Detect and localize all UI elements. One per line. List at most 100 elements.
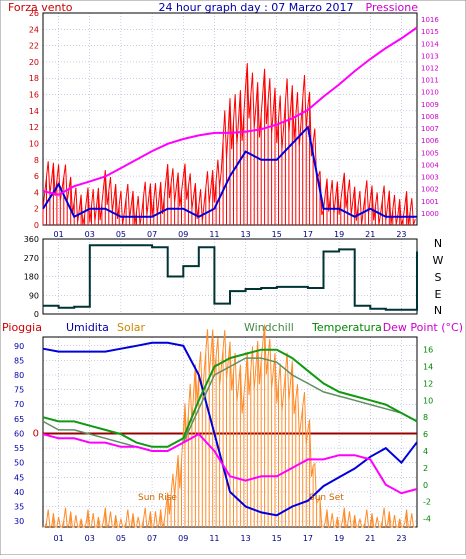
temp-panel-x-ticks: 01 03 05 07 09 11 13 15 17 19 21 23 — [53, 534, 406, 543]
pressure-series — [42, 26, 418, 196]
windchill-legend-label: Windchill — [244, 321, 294, 334]
pressure-axis-ticks: 1000 1001 1002 1003 1004 1005 1006 1007 1008 1009… — [421, 16, 439, 218]
humidity-tick-label: 70 — [14, 400, 24, 409]
pressure-tick-label: 1011 — [421, 77, 439, 85]
direction-tick-label: 0 — [34, 310, 39, 319]
temp-x-tick-label: 13 — [240, 534, 250, 543]
wind-tick-label: 16 — [29, 91, 39, 100]
temperature-series — [42, 348, 418, 448]
humidity-tick-label: 85 — [14, 356, 24, 365]
humidity-legend-label: Umidita — [66, 321, 109, 334]
wind-direction-series — [43, 244, 418, 311]
humidity-tick-label: 45 — [14, 473, 24, 482]
temperature-tick-label: 10 — [423, 396, 433, 405]
wind-tick-label: 6 — [34, 172, 39, 181]
compass-south: S — [435, 271, 442, 284]
temperature-tick-label: 6 — [423, 430, 428, 439]
wind-x-tick-label: 09 — [178, 230, 188, 239]
direction-tick-label: 360 — [24, 235, 39, 244]
wind-average-series — [42, 125, 417, 219]
humidity-tick-label: 55 — [14, 444, 24, 453]
wind-x-tick-label: 01 — [53, 230, 63, 239]
wind-x-tick-label: 13 — [240, 230, 250, 239]
wind-tick-label: 24 — [29, 25, 39, 34]
pressure-tick-label: 1015 — [421, 28, 439, 36]
temperature-tick-label: 2 — [423, 464, 428, 473]
pressure-tick-label: 1010 — [421, 89, 439, 97]
sunrise-annotation: Sun Rise — [138, 493, 177, 503]
dewpoint-series — [42, 432, 418, 495]
pressure-tick-label: 1014 — [421, 40, 439, 48]
temperature-axis-ticks: -4 -2 0 2 4 6 8 10 12 14 16 — [423, 346, 433, 524]
temp-x-tick-label: 17 — [303, 534, 313, 543]
wind-tick-label: 4 — [34, 188, 39, 197]
chart-title: 24 hour graph day : 07 Marzo 2017 — [158, 1, 353, 14]
temp-x-tick-label: 23 — [396, 534, 406, 543]
pressure-tick-label: 1001 — [421, 198, 439, 206]
pressure-tick-label: 1012 — [421, 65, 439, 73]
solar-legend-label: Solar — [117, 321, 146, 334]
wind-tick-label: 18 — [29, 74, 39, 83]
temperature-tick-label: 4 — [423, 447, 428, 456]
pressure-axis-title: Pressione — [366, 1, 419, 14]
compass-labels: N W S E N — [433, 237, 444, 317]
wind-direction-panel: 0 90 180 270 360 N W S E N — [24, 235, 444, 319]
temp-x-tick-label: 01 — [53, 534, 63, 543]
wind-tick-label: 12 — [29, 123, 39, 132]
temperature-tick-label: 0 — [423, 481, 428, 490]
pressure-tick-label: 1007 — [421, 125, 439, 133]
wind-tick-label: 2 — [34, 205, 39, 214]
wind-panel-x-ticks: 01 03 05 07 09 11 13 15 17 19 21 23 — [53, 230, 406, 239]
pressure-tick-label: 1000 — [421, 210, 439, 218]
temperature-tick-label: -4 — [423, 515, 431, 524]
wind-x-tick-label: 05 — [116, 230, 126, 239]
wind-gust-series — [42, 63, 416, 226]
wind-tick-label: 22 — [29, 42, 39, 51]
wind-axis-title: Forza vento — [8, 1, 73, 14]
humidity-series — [42, 341, 418, 517]
temp-x-tick-label: 03 — [85, 534, 95, 543]
wind-tick-label: 20 — [29, 58, 39, 67]
temp-x-tick-label: 11 — [209, 534, 219, 543]
dewpoint-legend-label: Dew Point (°C) — [383, 321, 463, 334]
wind-tick-label: 0 — [34, 221, 39, 230]
wind-x-tick-label: 23 — [396, 230, 406, 239]
temperature-tick-label: -2 — [423, 498, 431, 507]
pressure-tick-label: 1005 — [421, 149, 439, 157]
solar-series — [43, 324, 416, 529]
pressure-tick-label: 1016 — [421, 16, 439, 24]
temp-x-tick-label: 09 — [178, 534, 188, 543]
compass-east: E — [435, 288, 442, 301]
temperature-tick-label: 8 — [423, 413, 428, 422]
temperature-tick-label: 16 — [423, 346, 433, 355]
pressure-tick-label: 1008 — [421, 113, 439, 121]
wind-x-tick-label: 11 — [209, 230, 219, 239]
humidity-tick-label: 30 — [14, 517, 24, 526]
pressure-tick-label: 1013 — [421, 52, 439, 60]
compass-north-top: N — [434, 237, 442, 250]
wind-x-tick-label: 03 — [85, 230, 95, 239]
temp-x-tick-label: 05 — [116, 534, 126, 543]
humidity-tick-label: 40 — [14, 488, 24, 497]
pressure-tick-label: 1006 — [421, 137, 439, 145]
wind-tick-label: 8 — [34, 156, 39, 165]
temp-x-tick-label: 21 — [365, 534, 375, 543]
compass-north-bottom: N — [434, 304, 442, 317]
temp-x-tick-label: 19 — [334, 534, 344, 543]
humidity-axis-ticks: 30 35 40 45 50 55 60 65 70 75 80 85 90 — [14, 342, 24, 526]
temperature-legend-label: Temperatura — [311, 321, 382, 334]
humidity-tick-label: 75 — [14, 386, 24, 395]
compass-west: W — [433, 254, 444, 267]
rain-legend-label: Pioggia — [2, 321, 42, 334]
direction-axis-ticks: 0 90 180 270 360 — [24, 235, 39, 319]
temp-x-tick-label: 07 — [147, 534, 157, 543]
wind-x-tick-label: 07 — [147, 230, 157, 239]
humidity-tick-label: 80 — [14, 371, 24, 380]
rain-zero-label: 0 — [33, 428, 39, 439]
humidity-tick-label: 65 — [14, 415, 24, 424]
windchill-series — [42, 357, 418, 452]
